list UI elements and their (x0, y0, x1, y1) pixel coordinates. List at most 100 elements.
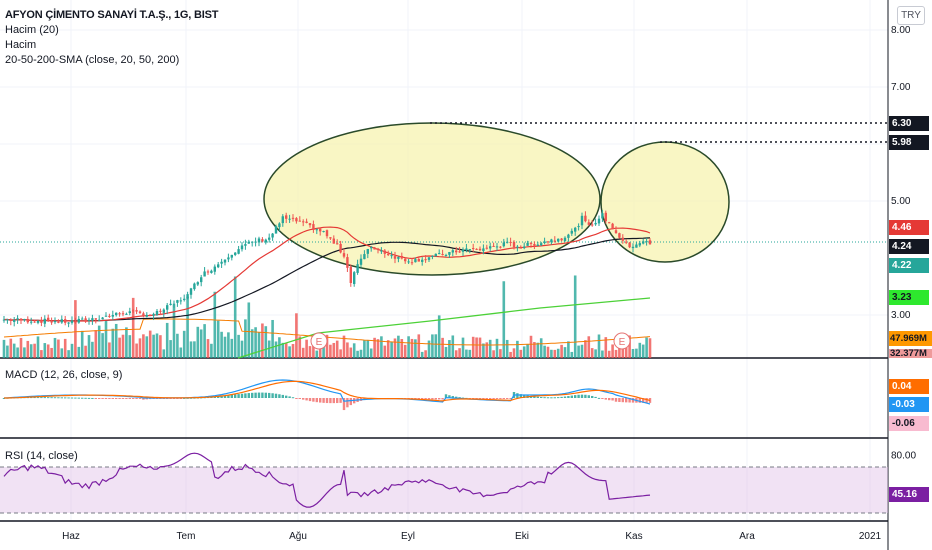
candle (118, 311, 121, 317)
pattern-ellipse-large[interactable] (263, 122, 601, 276)
macd-hist-bar (33, 397, 36, 399)
candle (213, 264, 216, 275)
macd-hist-bar (101, 398, 104, 399)
volume-bar (199, 329, 203, 358)
macd-hist-bar (427, 398, 431, 400)
volume-bar (264, 326, 268, 358)
candle (468, 248, 471, 254)
candle (53, 317, 57, 325)
candle (495, 242, 499, 251)
volume-bar (499, 349, 502, 358)
volume-bar (509, 351, 512, 358)
candle (240, 242, 244, 252)
volume-bar (210, 343, 213, 358)
candle (74, 317, 77, 324)
candle (560, 238, 563, 242)
volume-bar (512, 348, 516, 358)
macd-hist-bar (533, 396, 536, 398)
macd-hist-bar (125, 398, 128, 399)
currency-button[interactable]: TRY (897, 6, 925, 25)
pattern-ellipse-small[interactable] (600, 141, 730, 263)
macd-hist-bar (36, 397, 40, 399)
volume-bar (240, 340, 244, 358)
volume-bar (135, 343, 138, 358)
legend-rsi-label[interactable]: RSI (14, close) (5, 450, 78, 462)
candle (584, 211, 587, 223)
volume-ma-line (3, 318, 651, 346)
volume-bar (638, 342, 642, 358)
candle (13, 316, 16, 327)
candle (186, 291, 189, 300)
volume-bar (274, 341, 278, 358)
macd-hist-bar (642, 398, 645, 403)
candle (271, 232, 274, 241)
volume-bar (155, 333, 159, 358)
macd-hist-bar (631, 398, 635, 403)
candle (397, 256, 400, 263)
earnings-marker-1[interactable]: E (310, 332, 328, 350)
macd-hist-bar (455, 396, 458, 398)
legend-volume-ma[interactable]: Hacim (20) (5, 24, 59, 36)
legend-volume[interactable]: Hacim (5, 39, 37, 51)
volume-bar (165, 322, 169, 358)
macd-hist-bar (295, 398, 298, 399)
candle (115, 312, 118, 317)
volume-bar (492, 350, 495, 358)
tag-level-598: 5.98 (889, 135, 929, 150)
volume-bar (29, 344, 33, 358)
volume-bar (281, 342, 285, 358)
volume-bar (111, 328, 115, 358)
volume-bar (70, 343, 74, 358)
volume-bar (556, 348, 560, 358)
volume-bar (74, 300, 77, 358)
symbol-title[interactable]: AFYON ÇİMENTO SANAYİ T.A.Ş., 1G, BIST (5, 9, 219, 21)
candle (128, 307, 131, 316)
candle (553, 236, 556, 243)
candle (166, 302, 169, 315)
macd-hist-bar (506, 398, 509, 399)
candle (295, 217, 298, 224)
volume-bar (67, 350, 70, 358)
volume-bar (332, 342, 336, 358)
volume-bar (267, 340, 271, 358)
volume-bar (295, 313, 298, 358)
candle (138, 310, 142, 315)
macd-hist-bar (50, 397, 53, 399)
volume-bar (329, 344, 332, 358)
candle (339, 240, 342, 254)
candle (234, 252, 237, 257)
macd-hist-bar (261, 392, 264, 398)
candle (322, 230, 325, 233)
macd-hist-bar (179, 398, 182, 399)
macd-hist-bar (257, 392, 261, 398)
time-axis[interactable]: Haz Tem Ağu Eyl Eki Kas Ara 2021 (62, 531, 881, 542)
volume-bar (400, 339, 404, 358)
macd-hist-bar (128, 398, 131, 399)
volume-bar (223, 336, 227, 358)
volume-bar (417, 334, 421, 358)
macd-hist-bar (502, 398, 505, 399)
volume-bar (352, 343, 356, 358)
signal-line (4, 380, 651, 402)
macd-hist-bar (53, 397, 57, 399)
volume-bar (125, 327, 128, 358)
volume-bar (567, 341, 570, 358)
candle (431, 255, 434, 260)
legend-sma[interactable]: 20-50-200-SMA (close, 20, 50, 200) (5, 54, 180, 66)
volume-bar (315, 350, 319, 358)
macd-hist-bar (234, 394, 237, 398)
macd-hist-bar (567, 396, 570, 398)
candle (557, 238, 560, 243)
candle (6, 318, 9, 324)
candle (200, 274, 203, 287)
earnings-marker-2[interactable]: E (613, 332, 631, 350)
candle (172, 300, 176, 308)
macd-hist-bar (597, 397, 601, 399)
macd-hist-bar (281, 394, 284, 398)
macd-hist-bar (291, 397, 295, 399)
legend-macd-label[interactable]: MACD (12, 26, close, 9) (5, 369, 123, 381)
candle (94, 318, 97, 324)
macd-hist-bar (319, 398, 322, 403)
volume-bar (162, 349, 166, 358)
